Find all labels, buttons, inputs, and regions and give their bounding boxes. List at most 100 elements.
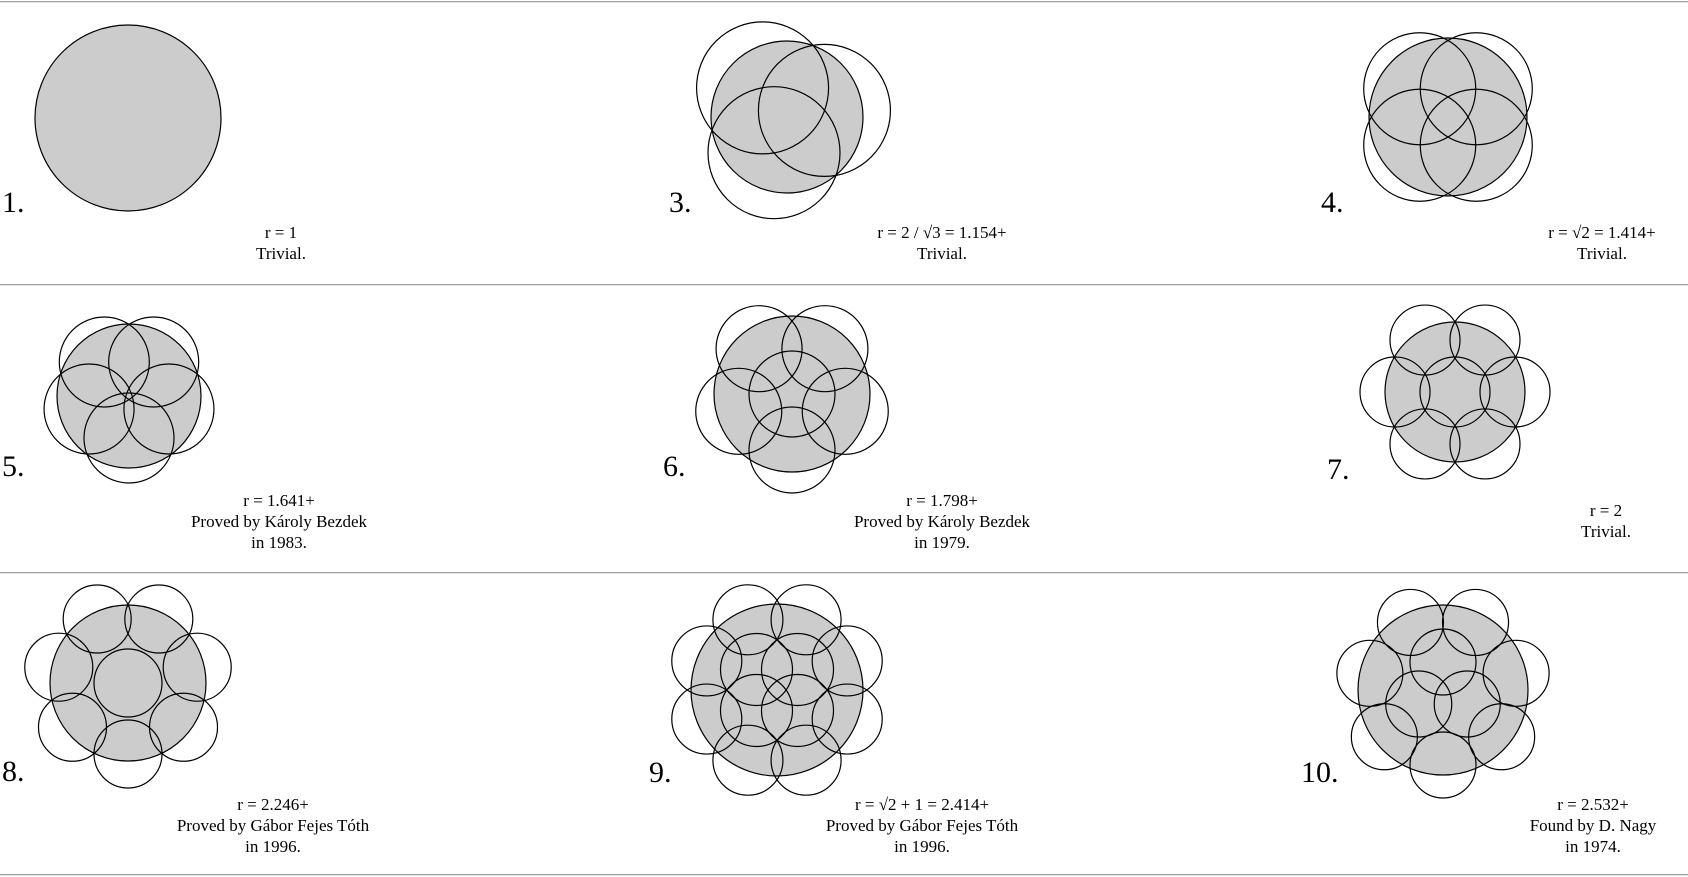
covering-diagram-6 — [695, 305, 889, 494]
item-number-10: 10. — [1301, 756, 1339, 789]
radius-text-1: r = 1 — [264, 223, 298, 242]
item-number-6: 6. — [663, 450, 686, 483]
year-text-5: in 1983. — [251, 533, 307, 552]
covering-circle-10-1 — [1409, 731, 1477, 799]
covering-circle-5-2 — [43, 363, 135, 455]
credit-text-9: Proved by Gábor Fejes Tóth — [825, 816, 1019, 835]
covering-circle-7-2 — [1449, 408, 1521, 480]
covering-circle-7-4 — [1359, 356, 1431, 428]
row-divider-2 — [0, 572, 1688, 574]
covering-circle-8-3 — [24, 632, 94, 702]
radius-text-10: r = 2.532+ — [1557, 795, 1629, 814]
covering-circle-3-2 — [695, 21, 830, 155]
credit-text-4: Trivial. — [1577, 244, 1627, 263]
item-number-9: 9. — [649, 756, 672, 789]
unit-disk-1 — [34, 24, 222, 212]
radius-text-3: r = 2 / √3 = 1.154+ — [877, 223, 1007, 242]
covering-circle-8-5 — [124, 584, 194, 654]
year-text-8: in 1996. — [245, 837, 301, 856]
unit-disk-5 — [56, 323, 202, 469]
covering-diagram-5 — [43, 316, 215, 484]
covering-circle-5-5 — [123, 363, 215, 455]
year-text-6: in 1979. — [914, 533, 970, 552]
unit-disk-6 — [713, 315, 871, 473]
covering-diagram-4 — [1363, 32, 1533, 202]
covering-circle-8-4 — [62, 584, 132, 654]
unit-disk-7 — [1384, 321, 1526, 463]
unit-disk-9 — [690, 603, 864, 777]
covering-circle-6-2 — [695, 367, 783, 455]
covering-circle-7-7 — [1419, 356, 1491, 428]
credit-text-8: Proved by Gábor Fejes Tóth — [176, 816, 370, 835]
radius-text-9: r = √2 + 1 = 2.414+ — [854, 795, 990, 814]
covering-circle-5-1 — [83, 392, 175, 484]
bottom-rule — [0, 874, 1688, 876]
covering-circle-9-6 — [712, 584, 784, 656]
year-text-10: in 1974. — [1565, 837, 1621, 856]
covering-circle-7-5 — [1389, 304, 1461, 376]
radius-text-5: r = 1.641+ — [243, 491, 315, 510]
covering-circle-4-4 — [1419, 32, 1533, 146]
year-text-9: in 1996. — [894, 837, 950, 856]
unit-disk-4 — [1368, 37, 1528, 197]
item-number-8: 8. — [2, 755, 25, 788]
covering-diagram-9 — [671, 584, 883, 796]
covering-circle-4-3 — [1363, 32, 1477, 146]
covering-circle-10-8 — [1433, 670, 1501, 738]
covering-circle-8-7 — [148, 692, 219, 762]
credit-text-7: Trivial. — [1581, 522, 1631, 541]
radius-text-6: r = 1.798+ — [906, 491, 978, 510]
covering-circle-7-1 — [1479, 356, 1551, 428]
covering-circle-9-5 — [671, 625, 743, 697]
covering-circle-9-1 — [811, 683, 883, 755]
covering-circle-5-4 — [108, 316, 200, 408]
covering-circle-9-9 — [760, 673, 835, 748]
item-number-7: 7. — [1327, 453, 1350, 486]
unit-disk-8 — [49, 604, 207, 762]
top-rule — [0, 1, 1688, 3]
item-number-4: 4. — [1321, 186, 1344, 219]
item-number-1: 1. — [2, 186, 25, 219]
covering-circle-5-3 — [58, 316, 150, 408]
covering-circle-10-3 — [1336, 639, 1404, 707]
covering-circle-9-3 — [712, 724, 784, 796]
radius-text-8: r = 2.246+ — [237, 795, 309, 814]
item-number-3: 3. — [669, 186, 692, 219]
covering-circle-3-1 — [707, 86, 841, 220]
caption-10: r = 2.532+ Found by D. Nagy in 1974. — [1463, 794, 1688, 857]
caption-3: r = 2 / √3 = 1.154+ Trivial. — [812, 222, 1072, 264]
unit-disk-3 — [710, 40, 864, 194]
covering-circle-9-7 — [770, 584, 842, 656]
covering-circle-7-3 — [1389, 408, 1461, 480]
covering-circle-9-2 — [770, 724, 842, 796]
credit-text-1: Trivial. — [256, 244, 306, 263]
covering-diagram-10 — [1336, 588, 1550, 799]
covering-circle-9-11 — [719, 632, 794, 707]
unit-disk-10 — [1357, 604, 1529, 776]
covering-circle-6-3 — [715, 305, 803, 393]
covering-circle-8-6 — [162, 632, 232, 702]
credit-text-6: Proved by Károly Bezdek — [853, 512, 1031, 531]
caption-9: r = √2 + 1 = 2.414+ Proved by Gábor Feje… — [792, 794, 1052, 857]
row-divider-1 — [0, 284, 1688, 286]
credit-text-10: Found by D. Nagy — [1529, 816, 1657, 835]
radius-text-7: r = 2 — [1589, 501, 1623, 520]
covering-circle-6-4 — [781, 305, 869, 393]
covering-circle-3-3 — [757, 43, 892, 178]
caption-8: r = 2.246+ Proved by Gábor Fejes Tóth in… — [143, 794, 403, 857]
covering-circle-7-6 — [1449, 304, 1521, 376]
caption-7: r = 2 Trivial. — [1476, 500, 1688, 542]
caption-1: r = 1 Trivial. — [151, 222, 411, 264]
radius-text-4: r = √2 = 1.414+ — [1548, 223, 1656, 242]
covering-circle-6-1 — [748, 406, 836, 494]
covering-diagram-3 — [695, 21, 892, 220]
covering-circle-6-6 — [748, 350, 836, 438]
caption-5: r = 1.641+ Proved by Károly Bezdek in 19… — [149, 490, 409, 553]
item-number-5: 5. — [2, 450, 25, 483]
covering-diagram-8 — [24, 584, 232, 789]
covering-circle-8-2 — [37, 692, 108, 762]
covering-circle-9-8 — [811, 625, 883, 697]
covering-circle-9-10 — [719, 673, 794, 748]
covering-circle-9-4 — [671, 683, 743, 755]
caption-4: r = √2 = 1.414+ Trivial. — [1472, 222, 1688, 264]
